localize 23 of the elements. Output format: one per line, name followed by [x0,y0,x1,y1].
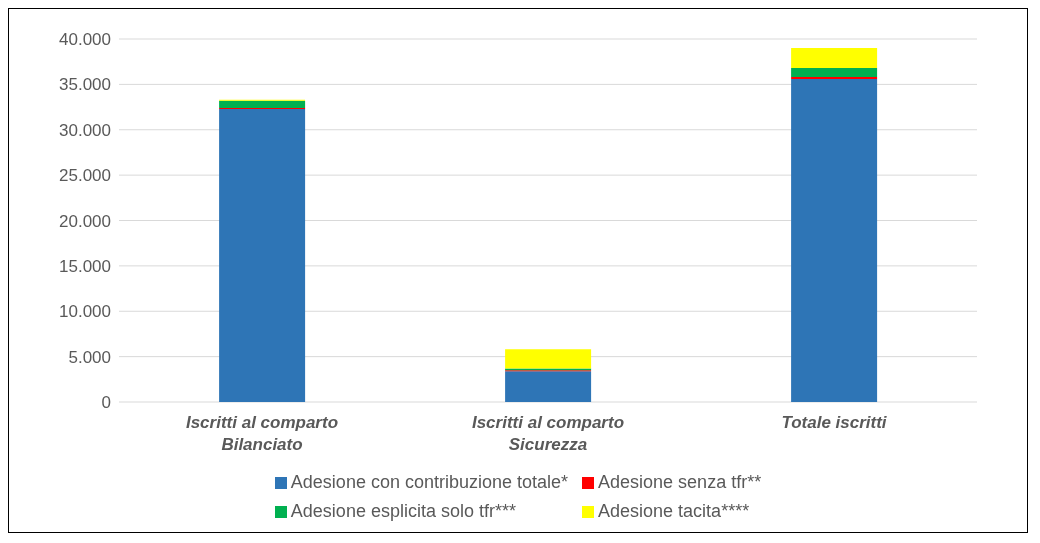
bar [791,68,878,78]
legend-label: Adesione con contribuzione totale* [290,472,569,493]
y-tick-label: 15.000 [59,256,111,276]
bar [505,371,592,402]
y-tick-label: 40.000 [59,30,111,50]
x-tick-label: Iscritti al comparto Sicurezza [471,413,625,454]
y-tick-label: 5.000 [68,347,111,367]
legend-label: Adesione tacita**** [598,501,750,522]
x-tick-label: Totale iscritti [781,413,888,432]
legend-label: Adesione esplicita solo tfr*** [290,501,516,522]
bar [505,349,592,369]
x-tick-label: Iscritti al comparto Bilanciato [185,413,339,454]
y-tick-label: 10.000 [59,302,111,322]
y-tick-label: 25.000 [59,166,111,186]
y-tick-label: 35.000 [59,75,111,95]
bar [791,48,878,69]
y-tick-label: 30.000 [59,120,111,140]
legend-label: Adesione senza tfr** [598,472,762,493]
y-tick-label: 20.000 [59,211,111,231]
bar [219,108,306,402]
y-tick-label: 0 [101,393,111,413]
bar [219,100,306,108]
bar [791,78,878,402]
